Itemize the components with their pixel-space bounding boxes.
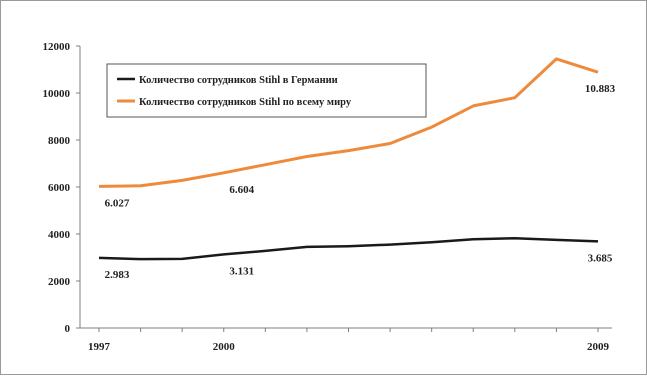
y-tick-label: 10000: [43, 88, 71, 100]
legend: Количество сотрудников Stihl в Германии К…: [106, 63, 427, 118]
y-tick-label: 2000: [48, 276, 71, 288]
y-tick-label: 12000: [43, 41, 71, 53]
data-labels: 2.983 3.131 3.685 6.027 6.604 10.883: [105, 83, 616, 281]
data-label: 6.604: [229, 184, 254, 196]
data-label: 2.983: [105, 269, 130, 281]
data-label: 6.027: [105, 197, 130, 209]
series-lines: [98, 57, 599, 261]
series-line-1: [98, 236, 599, 261]
x-tick-label: 2009: [587, 341, 610, 353]
legend-box: [106, 63, 427, 118]
x-tick-label: 2000: [213, 341, 236, 353]
axes: 0 2000 4000 6000 8000 10000 12000 1997 2000 2009: [43, 41, 612, 353]
y-tick-label: 6000: [48, 182, 71, 194]
data-label: 3.131: [229, 265, 254, 277]
series-line-2: [98, 57, 599, 188]
data-label: 3.685: [588, 252, 613, 264]
y-tick-label: 8000: [48, 135, 71, 147]
legend-label: Количество сотрудников Stihl в Германии: [139, 75, 338, 86]
x-tick-label: 1997: [88, 341, 111, 353]
y-tick-label: 4000: [48, 229, 71, 241]
data-label: 10.883: [585, 83, 616, 95]
legend-label: Количество сотрудников Stihl по всему ми…: [139, 97, 352, 108]
y-tick-label: 0: [65, 323, 71, 335]
